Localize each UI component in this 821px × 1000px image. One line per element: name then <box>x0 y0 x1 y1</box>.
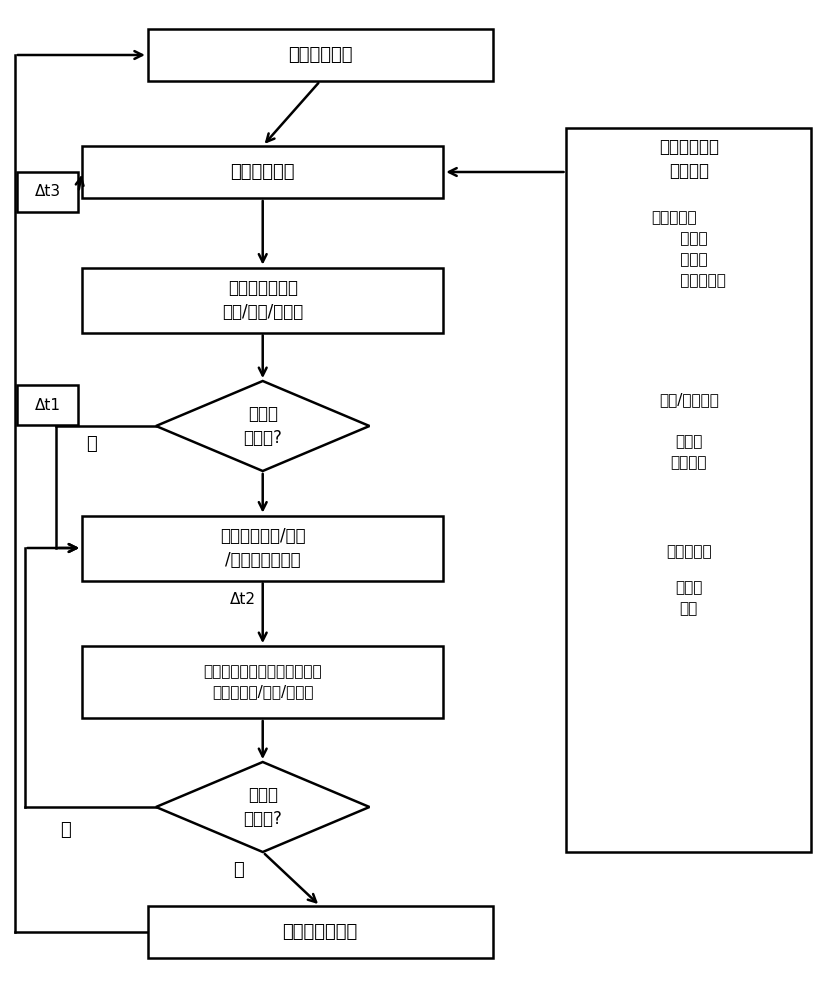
Bar <box>82 516 443 580</box>
Text: 泵的新运行状态: 泵的新运行状态 <box>282 923 358 941</box>
Bar <box>566 128 811 852</box>
Text: 是: 是 <box>232 861 244 879</box>
Polygon shape <box>156 381 369 471</box>
Text: Δt3: Δt3 <box>34 184 61 200</box>
Bar <box>82 146 443 198</box>
Polygon shape <box>156 762 369 852</box>
Text: 预紧、
反应力等: 预紧、 反应力等 <box>671 434 707 470</box>
Bar <box>148 906 493 958</box>
Bar <box>17 172 79 212</box>
Text: 根据特征曲线/表格
/逻辑图进行调节: 根据特征曲线/表格 /逻辑图进行调节 <box>220 527 305 569</box>
Bar <box>82 646 443 718</box>
Text: 查询运行状态: 查询运行状态 <box>231 163 295 181</box>
Text: 在时间间隔之后重新比较参数
与特征曲线/表格/逻辑图: 在时间间隔之后重新比较参数 与特征曲线/表格/逻辑图 <box>204 665 322 699</box>
Bar <box>148 29 493 81</box>
Bar <box>82 267 443 332</box>
Text: Δt1: Δt1 <box>34 397 61 412</box>
Text: 是否存
在偏差?: 是否存 在偏差? <box>243 405 282 447</box>
Bar <box>17 385 79 425</box>
Text: 泵的运行状态: 泵的运行状态 <box>288 46 352 64</box>
Text: Δt2: Δt2 <box>230 592 256 607</box>
Text: 否: 否 <box>60 821 71 839</box>
Text: 来自传感装置
的参数：: 来自传感装置 的参数： <box>658 138 719 180</box>
Text: 否: 否 <box>86 435 98 453</box>
Text: 比较参数与特征
曲线/表格/逻辑图: 比较参数与特征 曲线/表格/逻辑图 <box>222 279 303 321</box>
Text: 转子/弹性体：: 转子/弹性体： <box>659 392 718 407</box>
Text: 泵：压力、
      转速、
      温度、
      体积流量等: 泵：压力、 转速、 温度、 体积流量等 <box>651 210 727 288</box>
Text: 偏差是
否减小?: 偏差是 否减小? <box>243 786 282 828</box>
Text: 调节系统：: 调节系统： <box>666 544 712 559</box>
Text: 间距、
位置: 间距、 位置 <box>675 580 703 616</box>
